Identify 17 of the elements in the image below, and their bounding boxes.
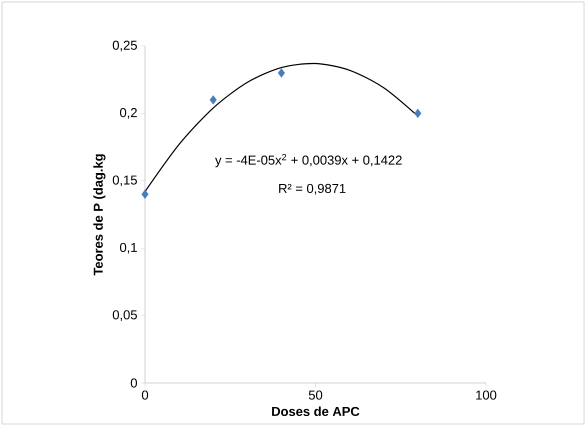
y-tick-label: 0,15 <box>112 175 137 186</box>
annotation: y = -4E-05x$^{2}$ + 0,0039x + 0,1422 <box>215 154 402 168</box>
point <box>141 190 149 199</box>
y-tick-label: 0 <box>130 378 137 388</box>
y-tick-label: 0,2 <box>120 108 137 119</box>
y-tick-label: 0,25 <box>112 40 137 52</box>
point <box>414 108 422 118</box>
x-tick-label: 50 <box>308 390 322 400</box>
point <box>210 95 217 105</box>
x-axis-title: Doses de APC <box>272 406 360 416</box>
y-axis-title: Teores de P (dag.kg <box>93 154 106 276</box>
annotation: R² = 0,9871 <box>279 184 346 195</box>
x-tick-label: 100 <box>476 390 496 400</box>
y-tick-label: 0,05 <box>112 310 137 321</box>
point <box>278 68 285 78</box>
x-tick-label: 0 <box>142 390 148 400</box>
y-tick-label: 0,1 <box>120 242 137 254</box>
